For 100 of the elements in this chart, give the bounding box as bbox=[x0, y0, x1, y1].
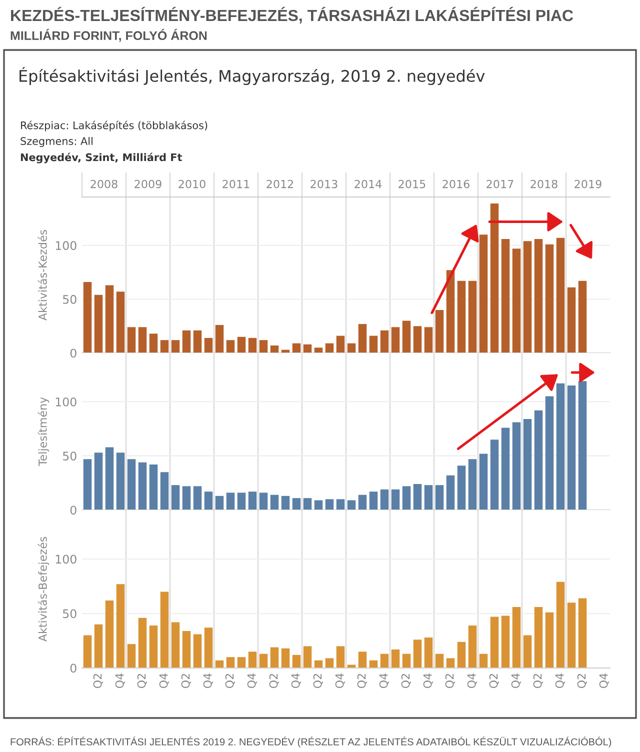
bar bbox=[567, 287, 576, 353]
bar bbox=[435, 654, 444, 668]
bar bbox=[358, 324, 367, 353]
x-tick-label: Q4 bbox=[247, 673, 257, 688]
x-tick-label: Q4 bbox=[203, 673, 213, 688]
bar bbox=[83, 459, 92, 510]
bar bbox=[105, 447, 114, 510]
bar bbox=[116, 584, 125, 668]
bar bbox=[380, 330, 389, 353]
bar bbox=[248, 492, 257, 510]
text: 2013 bbox=[310, 180, 338, 188]
bar bbox=[501, 428, 510, 510]
bar bbox=[105, 600, 114, 668]
bar bbox=[523, 419, 532, 510]
bar bbox=[116, 292, 125, 353]
bar bbox=[545, 396, 554, 510]
bar bbox=[567, 385, 576, 510]
bar bbox=[523, 241, 532, 353]
text: 2015 bbox=[398, 180, 426, 188]
bar bbox=[578, 280, 587, 353]
chart-title: KEZDÉS-TELJESÍTMÉNY-BEFEJEZÉS, TÁRSASHÁZI LAKÁSÉPÍTÉSI PIAC bbox=[11, 6, 574, 24]
bar bbox=[468, 626, 477, 668]
bar bbox=[534, 238, 543, 353]
text: Építésaktivitási Jelentés, Magyarország, 2019 2. negyedév bbox=[20, 66, 485, 86]
x-tick-label: Q4 bbox=[335, 673, 345, 688]
bar bbox=[303, 344, 312, 353]
bar bbox=[237, 657, 246, 668]
bar bbox=[556, 238, 565, 353]
bar bbox=[248, 338, 257, 353]
x-tick-label: Q2 bbox=[489, 674, 499, 688]
bar bbox=[479, 454, 488, 510]
bar bbox=[446, 475, 455, 510]
bar bbox=[523, 635, 532, 668]
text: FORRÁS: ÉPÍTÉSAKTIVITÁSI JELENTÉS 2019 2. NEGYEDÉV (RÉSZLET AZ JELENTÉS ADATAIBÓL KÉSZÜLT VIZUALIZÁCIÓBÓL) bbox=[10, 736, 612, 748]
x-tick-label: Q2 bbox=[357, 674, 367, 688]
x-tick-label: Q4 bbox=[555, 673, 565, 688]
y-axis-title: Aktivitás-Kezdés bbox=[38, 230, 47, 321]
x-tick-label: Q4 bbox=[159, 673, 169, 688]
bar bbox=[369, 336, 378, 353]
bar bbox=[578, 598, 587, 668]
bar bbox=[424, 637, 433, 668]
bar bbox=[391, 489, 400, 510]
bar bbox=[204, 338, 213, 353]
text: 2017 bbox=[486, 180, 514, 188]
bar bbox=[314, 348, 323, 353]
bar bbox=[259, 340, 268, 353]
x-tick-label: Q2 bbox=[269, 674, 279, 688]
bar bbox=[534, 606, 543, 668]
bar bbox=[468, 280, 477, 353]
bar bbox=[567, 602, 576, 668]
bar bbox=[512, 606, 521, 668]
bar bbox=[138, 327, 147, 353]
bar bbox=[512, 248, 521, 353]
bar bbox=[479, 234, 488, 353]
bar bbox=[391, 649, 400, 668]
bar bbox=[512, 422, 521, 510]
bar bbox=[545, 244, 554, 353]
bar bbox=[347, 343, 356, 353]
bar bbox=[226, 657, 235, 668]
y-tick-label: 0 bbox=[70, 506, 76, 515]
bar bbox=[105, 285, 114, 353]
bar bbox=[138, 618, 147, 668]
bar bbox=[457, 642, 466, 668]
bar bbox=[380, 654, 389, 668]
bar bbox=[226, 340, 235, 353]
bar bbox=[534, 410, 543, 510]
bar bbox=[402, 486, 411, 510]
bar bbox=[413, 484, 422, 510]
text: 2014 bbox=[354, 180, 382, 188]
bar bbox=[248, 652, 257, 668]
x-tick-label: Q4 bbox=[467, 673, 477, 688]
bar bbox=[292, 498, 301, 510]
bar bbox=[193, 330, 202, 353]
bar bbox=[325, 658, 334, 668]
bar bbox=[204, 628, 213, 668]
bar bbox=[380, 489, 389, 510]
x-tick-label: Q2 bbox=[181, 674, 191, 688]
bar bbox=[303, 646, 312, 668]
y-tick-label: 50 bbox=[63, 609, 76, 618]
y-tick-label: 0 bbox=[70, 348, 76, 358]
bar bbox=[138, 462, 147, 510]
bar bbox=[127, 327, 136, 353]
bar bbox=[237, 336, 246, 353]
bar bbox=[215, 496, 224, 510]
bar bbox=[402, 654, 411, 668]
bar bbox=[501, 238, 510, 353]
bar bbox=[457, 466, 466, 510]
bar bbox=[325, 499, 334, 510]
text: Részpiac: Lakásépítés (többlakásos) bbox=[21, 120, 208, 132]
y-tick-label: 100 bbox=[56, 397, 76, 406]
text: 2011 bbox=[222, 180, 250, 188]
bar bbox=[402, 320, 411, 353]
bar bbox=[171, 340, 180, 353]
chart-subtitle: MILLIÁRD FORINT, FOLYÓ ÁRON bbox=[10, 28, 207, 42]
bar bbox=[391, 327, 400, 353]
bar bbox=[237, 492, 246, 510]
bar bbox=[193, 634, 202, 668]
x-tick-label: Q2 bbox=[225, 674, 235, 688]
bar bbox=[435, 485, 444, 510]
x-tick-label: Q4 bbox=[291, 673, 301, 688]
